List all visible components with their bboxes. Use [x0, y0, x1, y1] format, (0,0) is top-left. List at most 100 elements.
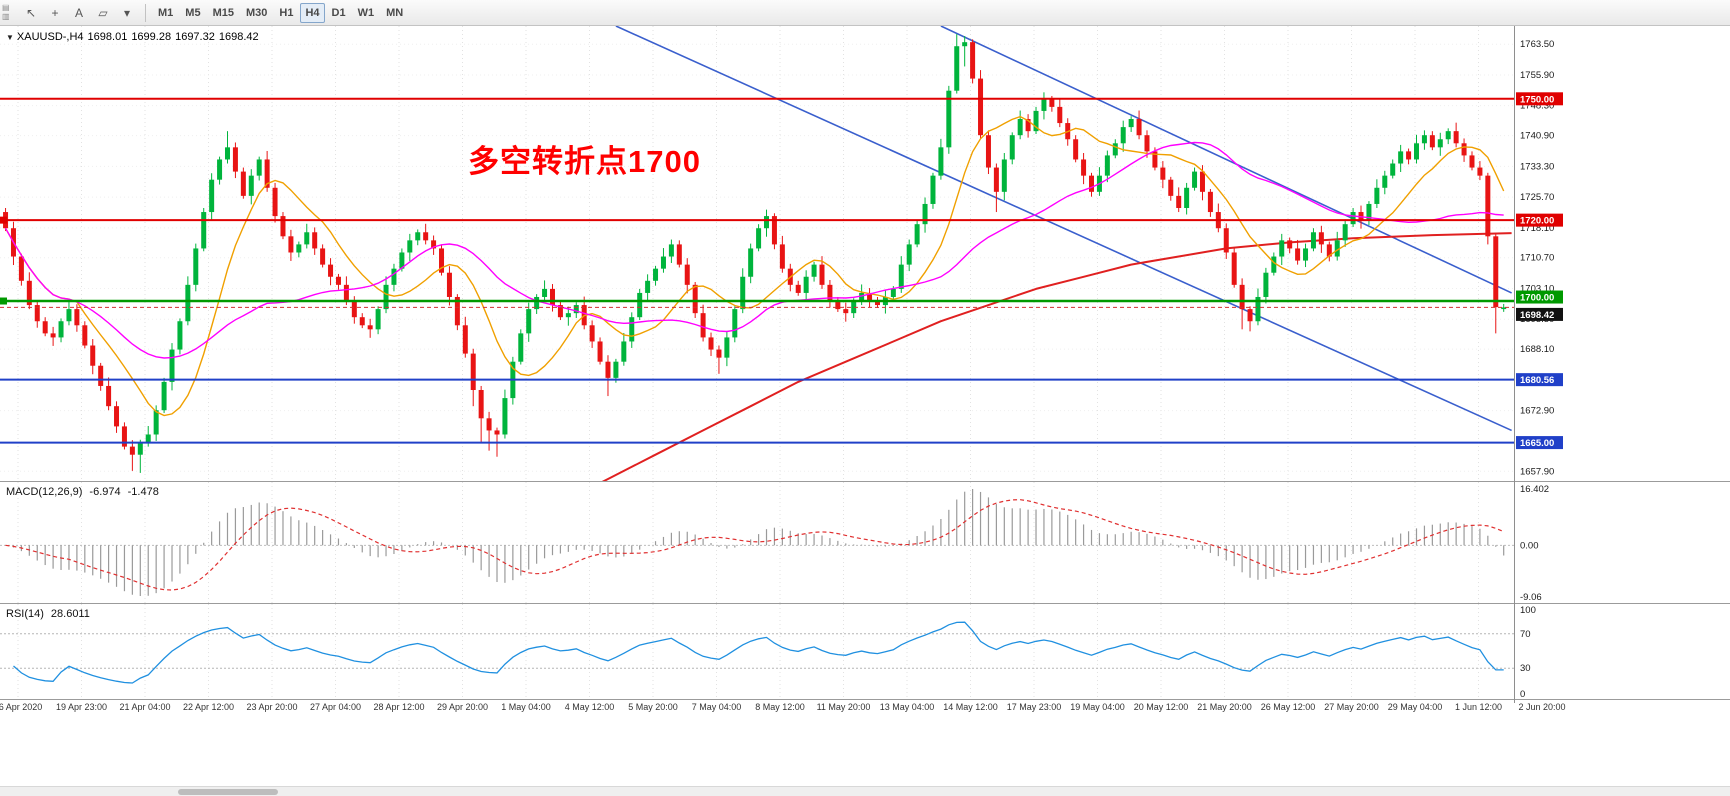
- rsi-name: RSI(14): [6, 608, 44, 620]
- time-label: 11 May 20:00: [816, 702, 871, 712]
- rsi-line: [13, 621, 1504, 684]
- symbol-period-label: XAUUSD-,H4: [16, 31, 84, 43]
- crosshair-tool[interactable]: +: [51, 5, 59, 20]
- time-label: 2 Jun 20:00: [1518, 702, 1566, 712]
- line-left-marker: [0, 297, 7, 305]
- toolbar-separator: [145, 3, 146, 22]
- rsi-grid: [0, 604, 1514, 699]
- time-label: 13 May 04:00: [879, 702, 935, 712]
- time-label: 27 May 20:00: [1324, 702, 1379, 712]
- toolbar: ▤ ▥ ↖ + A ▱ ▾ M1 M5 M15 M30 H1 H4 D1 W1 MN: [0, 0, 1730, 26]
- price-badge: [1516, 373, 1563, 387]
- timeframe-button-W1[interactable]: W1: [357, 6, 375, 19]
- window-mini-icons[interactable]: ▤ ▥: [2, 2, 16, 22]
- price-tick-label: 1710.70: [1520, 253, 1554, 264]
- time-axis[interactable]: 16 Apr 2020 19 Apr 23:00 21 Apr 04:00 22 Ap…: [0, 702, 1730, 714]
- rsi-scale-label: 100: [1520, 605, 1536, 616]
- time-label: 26 May 12:00: [1260, 702, 1316, 712]
- timeframes-group: M1 M5 M15 M30 H1 H4 D1 W1 MN: [153, 2, 408, 23]
- rsi-scale-label: 70: [1520, 629, 1531, 640]
- time-label: 4 May 12:00: [564, 702, 615, 712]
- price-tick-label: 1733.30: [1520, 161, 1554, 172]
- low-value: 1697.32: [175, 31, 215, 43]
- macd-signal-value: -1.478: [127, 486, 159, 498]
- timeframe-button-H4[interactable]: H4: [300, 2, 325, 23]
- rsi-scale-label: 0: [1520, 689, 1525, 699]
- timeframe-button-MN[interactable]: MN: [386, 6, 404, 19]
- time-label: 1 May 04:00: [501, 702, 551, 712]
- time-label: 14 May 12:00: [943, 702, 998, 712]
- price-axis-labels: 1763.50 1755.90 1748.30 1740.90 1733.30 1725.…: [1516, 39, 1563, 477]
- price-tick-label: 1672.90: [1520, 406, 1554, 417]
- macd-scale-label: 16.402: [1520, 484, 1549, 495]
- price-badge: [1516, 436, 1563, 450]
- chart-title: ▼ XAUUSD-,H4 1698.01 1699.28 1697.32 1698.42: [6, 31, 263, 43]
- pane-separator[interactable]: [0, 603, 1730, 604]
- scrollbar-thumb[interactable]: [178, 789, 278, 795]
- time-label: 16 Apr 2020: [0, 702, 43, 712]
- time-label: 7 May 04:00: [691, 702, 742, 712]
- price-tick-label: 1657.90: [1520, 466, 1554, 477]
- cursor-tool[interactable]: ↖: [25, 5, 37, 20]
- close-value: 1698.42: [218, 31, 259, 43]
- price-badge: [1516, 213, 1563, 227]
- macd-indicator-label: MACD(12,26,9) -6.974 -1.478: [6, 486, 159, 498]
- price-tick-label: 1718.10: [1520, 223, 1554, 234]
- macd-scale-label: 0.00: [1520, 540, 1539, 551]
- macd-value: -6.974: [89, 486, 121, 498]
- time-label: 21 Apr 04:00: [119, 702, 171, 712]
- candles-layer: [3, 34, 1507, 473]
- high-value: 1699.28: [131, 31, 172, 43]
- time-label: 22 Apr 12:00: [182, 702, 235, 712]
- timeframe-button-M5[interactable]: M5: [185, 6, 201, 19]
- price-tick-label: 1763.50: [1520, 39, 1554, 50]
- macd-pane[interactable]: 16.402 0.00 -9.06: [0, 482, 1730, 603]
- timeframe-button-M15[interactable]: M15: [212, 6, 234, 19]
- rsi-pane[interactable]: 100 70 30 0: [0, 604, 1730, 699]
- time-label: 27 Apr 04:00: [309, 702, 362, 712]
- price-badge-label: 1700.00: [1520, 293, 1554, 304]
- chart-mini-icon[interactable]: ▥: [2, 11, 10, 21]
- price-tick-label: 1703.10: [1520, 283, 1554, 294]
- price-tick-label: 1755.90: [1520, 70, 1554, 81]
- chevron-down-icon[interactable]: ▼: [6, 33, 14, 42]
- macd-name: MACD(12,26,9): [6, 486, 83, 498]
- time-label: 17 May 23:00: [1006, 702, 1062, 712]
- slow-ma-layer: [601, 232, 1512, 481]
- time-label: 21 May 20:00: [1197, 702, 1252, 712]
- timeframe-button-M30[interactable]: M30: [245, 6, 268, 19]
- shapes-dropdown[interactable]: ▾: [123, 5, 131, 20]
- pane-separator[interactable]: [0, 699, 1730, 700]
- time-label: 29 May 04:00: [1387, 702, 1443, 712]
- trendlines-layer[interactable]: [615, 26, 1512, 432]
- macd-grid: [0, 482, 1514, 603]
- price-badge-label: 1698.42: [1520, 310, 1554, 321]
- price-tick-label: 1748.30: [1520, 101, 1554, 112]
- chart-mini-icon[interactable]: ▤: [2, 2, 10, 12]
- rsi-indicator-label: RSI(14) 28.6011: [6, 608, 90, 620]
- timeframe-button-M1[interactable]: M1: [158, 6, 174, 19]
- macd-signal-line: [5, 499, 1504, 591]
- macd-scale-label: -9.06: [1520, 592, 1542, 603]
- timeframe-button-H1[interactable]: H1: [279, 6, 294, 19]
- macd-axis-labels: 16.402 0.00 -9.06: [1520, 484, 1549, 603]
- pane-separator[interactable]: [0, 481, 1730, 482]
- price-badge: [1516, 307, 1563, 321]
- price-badge-label: 1720.00: [1520, 216, 1554, 227]
- chart-scrollbar[interactable]: [0, 786, 1730, 796]
- rsi-axis-labels: 100 70 30 0: [1520, 605, 1536, 699]
- macd-histogram: [12, 489, 1505, 596]
- grid-layer: [0, 26, 1514, 481]
- chart-annotation-text: 多空转折点1700: [468, 144, 701, 179]
- timeframe-button-D1[interactable]: D1: [331, 6, 346, 19]
- text-tool[interactable]: A: [74, 5, 83, 20]
- rsi-value: 28.6011: [50, 608, 90, 620]
- time-label: 29 Apr 20:00: [436, 702, 489, 712]
- time-label: 19 Apr 23:00: [55, 702, 108, 712]
- moving-averages-layer: [4, 115, 1505, 417]
- shapes-tool[interactable]: ▱: [98, 5, 108, 20]
- price-pane[interactable]: 1763.50 1755.90 1748.30 1740.90 1733.30 1725.…: [0, 26, 1730, 481]
- horizontal-lines-layer[interactable]: [0, 97, 1514, 444]
- price-badge-label: 1750.00: [1520, 94, 1554, 105]
